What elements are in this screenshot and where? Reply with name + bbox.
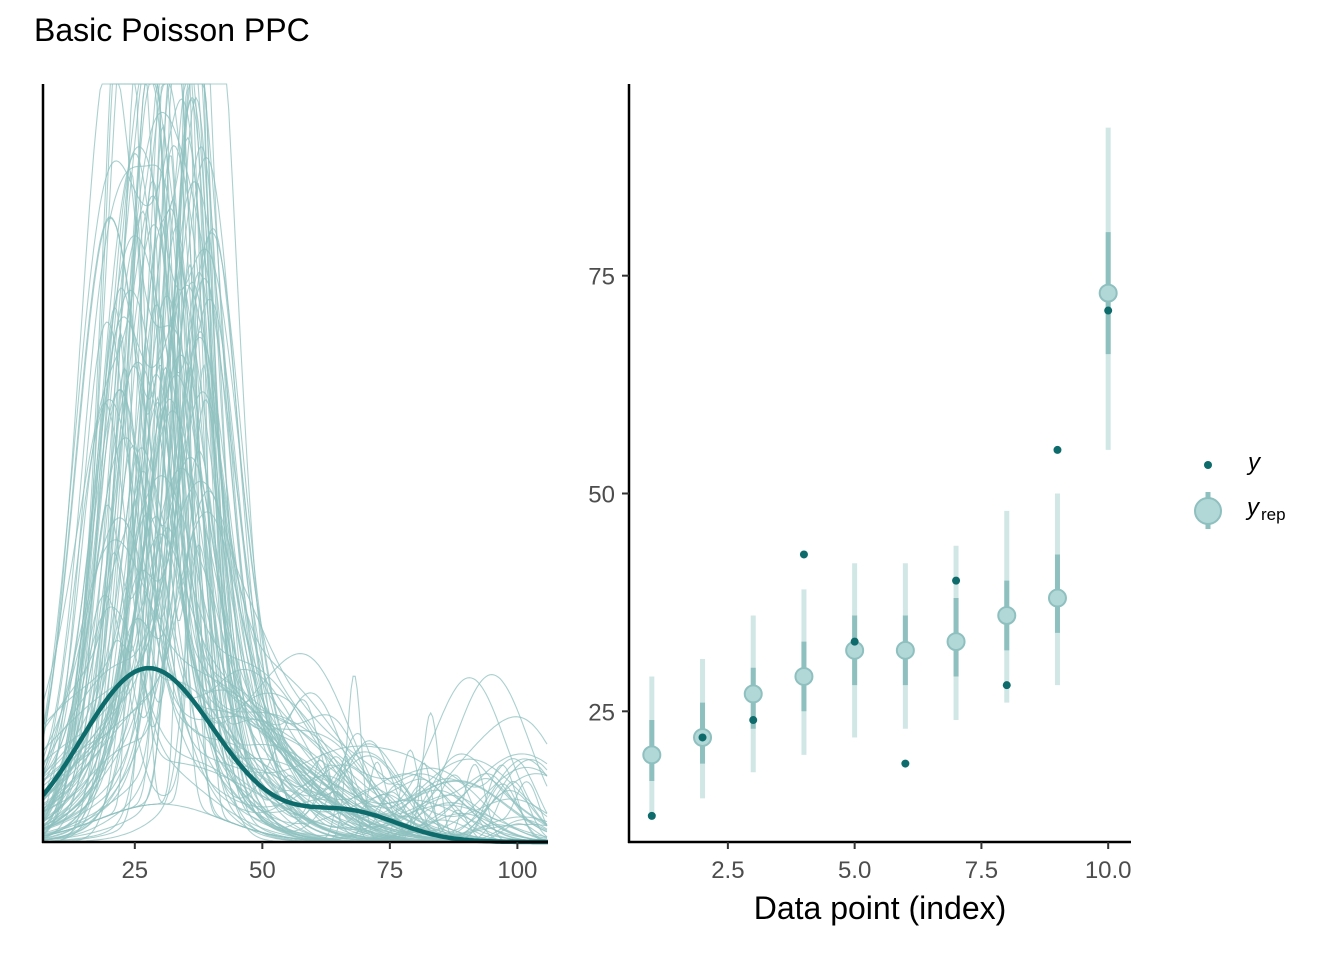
left-x-tick-label: 50 (249, 857, 276, 884)
yrep-density-line (43, 195, 548, 836)
legend-y-label: y (1246, 449, 1262, 476)
yrep-median-point (1098, 283, 1118, 303)
yrep-median-point (997, 605, 1017, 625)
legend: yy rep (1194, 449, 1286, 529)
yrep-density-line (43, 396, 547, 843)
yrep-density-line (43, 232, 548, 826)
x-axis-title: Data point (index) (754, 890, 1007, 926)
yrep-density-line (43, 208, 548, 840)
left-x-tick-label: 25 (121, 857, 148, 884)
y-density-curve (43, 665, 548, 845)
legend-yrep-key (1194, 497, 1222, 525)
yrep-median-point (946, 632, 966, 652)
yrep-density-line (43, 83, 548, 842)
y-observed-point (901, 759, 910, 768)
yrep-density-line (43, 544, 547, 843)
y-density-line (43, 665, 548, 845)
yrep-density-line (43, 136, 548, 840)
y-observed-point (1104, 306, 1113, 315)
right-axes: 2.5 5.0 7.5 10.0 25 50 75 (588, 84, 1132, 884)
y-observed-point (647, 811, 656, 820)
y-observed-point (749, 716, 758, 725)
legend-yrep-label: y (1245, 494, 1261, 521)
yrep-density-line (43, 198, 548, 842)
left-panel-density-overlay: 25 50 75 100 (41, 83, 548, 884)
left-x-tick-label: 75 (377, 857, 404, 884)
y-observed-point (1053, 445, 1062, 454)
right-x-tick-label: 7.5 (965, 857, 998, 884)
y-observed-point (799, 550, 808, 559)
legend-y-key (1204, 461, 1212, 469)
right-x-tick-label: 2.5 (711, 857, 744, 884)
yrep-median-point (895, 640, 915, 660)
interval-marks (642, 127, 1118, 820)
right-panel-intervals: 2.5 5.0 7.5 10.0 25 50 75 Data point (index) (588, 84, 1132, 926)
y-observed-point (1002, 681, 1011, 690)
right-y-tick-label: 75 (588, 264, 615, 291)
page-title: Basic Poisson PPC (34, 12, 310, 48)
yrep-median-point (794, 666, 814, 686)
yrep-density-line (43, 296, 547, 843)
left-axes: 25 50 75 100 (41, 84, 548, 884)
right-x-tick-label: 5.0 (838, 857, 871, 884)
y-observed-point (698, 733, 707, 742)
right-y-tick-label: 25 (588, 699, 615, 726)
y-observed-point (952, 576, 961, 585)
yrep-density-line (43, 83, 548, 843)
y-observed-point (850, 637, 859, 646)
yrep-median-point (642, 745, 662, 765)
yrep-density-line (43, 374, 547, 843)
yrep-density-line (43, 83, 548, 843)
yrep-density-line (43, 361, 548, 843)
right-y-tick-label: 50 (588, 481, 615, 508)
yrep-median-point (743, 684, 763, 704)
legend-yrep-subscript: rep (1261, 505, 1286, 524)
yrep-density-curves (43, 83, 548, 843)
yrep-median-point (1047, 588, 1067, 608)
yrep-density-line (43, 298, 547, 843)
right-x-tick-label: 10.0 (1085, 857, 1132, 884)
left-x-tick-label: 100 (497, 857, 537, 884)
yrep-density-line (43, 146, 548, 841)
